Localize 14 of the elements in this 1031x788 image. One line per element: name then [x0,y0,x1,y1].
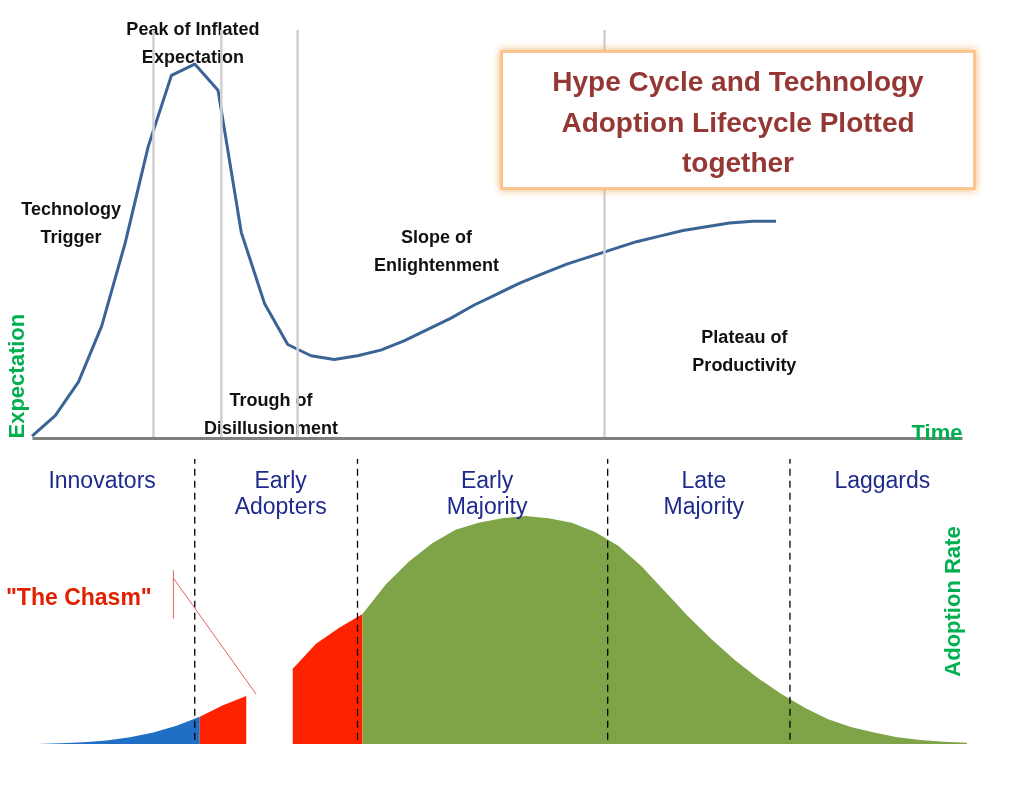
text: Hype Cycle and Technology Adoption Lifecycle Plotted together [551,65,925,181]
annotation: Late Majority [663,466,745,519]
annotation: Early Majority [446,466,528,519]
annotation: Early Adopters [234,466,327,519]
annotation: "The Chasm" [5,584,152,611]
text: Innovators [48,466,156,493]
annotation: Plateau of Productivity [692,327,797,376]
x-axis-title: Time [911,419,963,445]
annotation: Slope of Enlightenment [374,227,500,276]
text: Laggards [834,466,931,493]
y-axis-title: Expectation [3,313,29,439]
annotation: Peak of Inflated Expectation [126,18,260,67]
y-axis-title: Adoption Rate [940,526,965,677]
annotation: Technology Trigger [21,199,121,248]
